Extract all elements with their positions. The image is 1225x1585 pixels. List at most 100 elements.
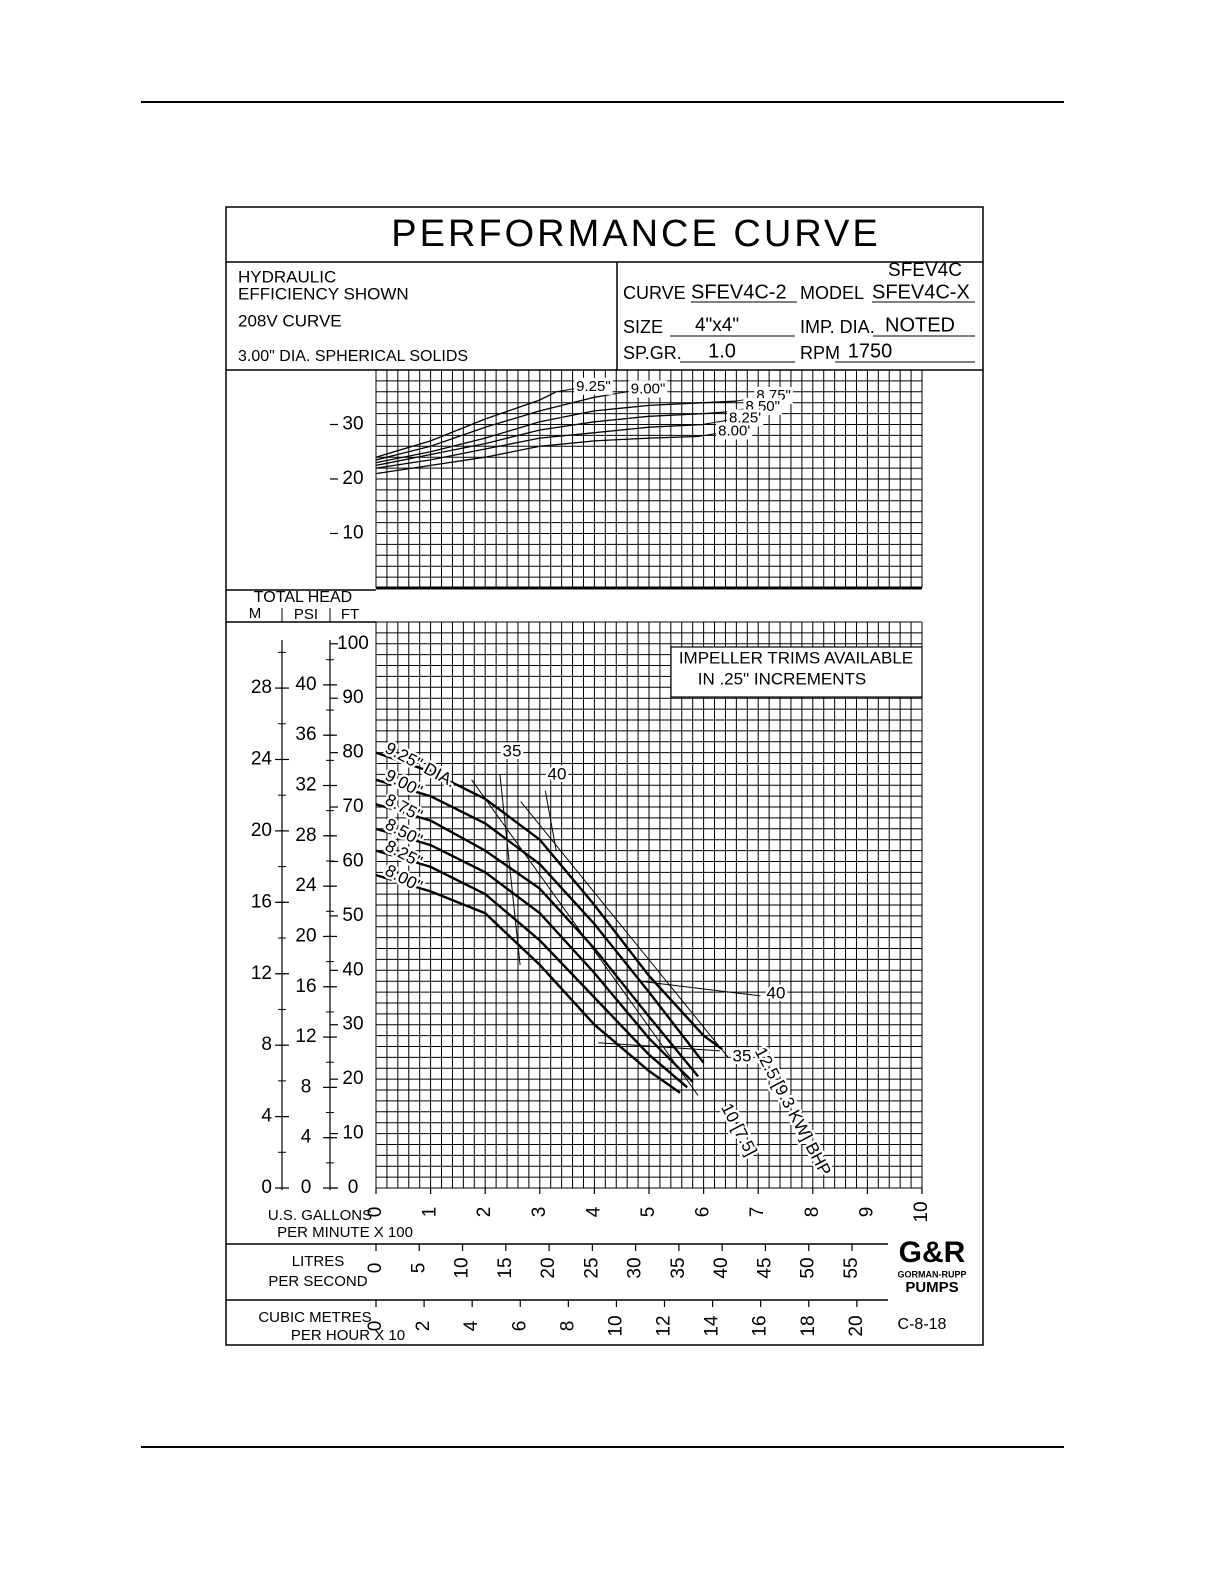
iso-line: [499, 774, 521, 965]
y-tick-label: 30: [342, 1014, 363, 1035]
leader: [708, 419, 728, 424]
y-tick-label: 90: [342, 687, 363, 708]
field-value: SFEV4C-X: [872, 281, 970, 303]
lps-axis-title: PER SECOND: [268, 1273, 367, 1290]
m3h-axis-title: CUBIC METRES: [258, 1309, 371, 1326]
m3h-axis-title: PER HOUR X 10: [291, 1327, 405, 1344]
leader: [698, 432, 717, 437]
x2-tick-label: 18: [798, 1315, 819, 1336]
y-tick-label: 100: [337, 633, 369, 654]
logo-brand: PUMPS: [905, 1279, 958, 1296]
x-tick-label: 5: [638, 1207, 659, 1218]
note: EFFICIENCY SHOWN: [238, 284, 409, 303]
y-axis-title: TOTAL HEAD: [254, 589, 352, 606]
x-axis-title: U.S. GALLONS: [268, 1207, 372, 1224]
note-frame: [670, 646, 923, 698]
curve: [375, 803, 700, 1078]
iso-label: 40: [767, 983, 786, 1002]
x2-tick-label: 8: [557, 1321, 578, 1332]
y-tick-label: 20: [342, 1068, 363, 1089]
x2-tick-label: 25: [581, 1257, 602, 1278]
header: PERFORMANCE CURVE HYDRAULIC EFFICIENCY S…: [238, 213, 970, 365]
curve: [375, 393, 611, 461]
y-tick-label: 0: [348, 1177, 359, 1198]
field-value: 4"x4": [695, 315, 739, 336]
field-value: NOTED: [885, 314, 955, 336]
x2-tick-label: 20: [538, 1257, 559, 1278]
iso-line: [471, 779, 699, 1096]
leader: [610, 391, 629, 396]
tick-label: 28: [251, 677, 272, 698]
x2-tick-label: 16: [750, 1315, 771, 1336]
x2-tick-label: 6: [509, 1321, 530, 1332]
x-tick-label: 2: [474, 1207, 495, 1218]
annotation: IN .25" INCREMENTS: [698, 669, 867, 688]
curve: [375, 751, 723, 1051]
tick-label: 32: [295, 775, 316, 796]
x2-tick-label: 5: [408, 1263, 429, 1274]
iso-label: 35: [733, 1046, 752, 1065]
y-tick-label: 40: [342, 959, 363, 980]
tick-label: 4: [301, 1127, 312, 1148]
y-tick-label: 70: [342, 796, 363, 817]
tick-label: 12: [251, 963, 272, 984]
ft-axis-title: FT: [341, 606, 359, 623]
label-box: [574, 377, 613, 395]
title: PERFORMANCE CURVE: [391, 213, 880, 255]
x2-tick-label: 14: [702, 1315, 723, 1337]
m-axis-title: M: [249, 605, 262, 622]
x-tick-label: 4: [583, 1206, 604, 1217]
field-label: SP.GR.: [623, 343, 682, 363]
tick-label: 40: [295, 674, 316, 695]
x-tick-label: 1: [420, 1207, 441, 1218]
tick-label: 16: [251, 891, 272, 912]
note: HYDRAULIC: [238, 267, 336, 286]
tick-label: 20: [251, 820, 272, 841]
curves: [375, 388, 761, 1096]
x-tick-label: 8: [802, 1207, 823, 1218]
tick-label: 0: [261, 1177, 272, 1198]
curve: [375, 400, 737, 464]
field-value: SFEV4C-2: [691, 281, 787, 303]
iso-line: [640, 980, 761, 997]
field-value: 1.0: [708, 340, 736, 362]
field-label: IMP. DIA.: [800, 317, 875, 337]
field-label: CURVE: [623, 283, 686, 303]
y-tick-label: 10: [342, 1123, 363, 1144]
outer-box: [225, 206, 984, 1346]
x2-tick-label: 4: [461, 1320, 482, 1331]
iso-line: [520, 801, 729, 1058]
x2-tick-label: 45: [754, 1257, 775, 1278]
tick-label: 8: [261, 1034, 272, 1055]
logo-company: GORMAN-RUPP: [898, 1269, 967, 1279]
iso-label: 35: [503, 741, 522, 760]
y-tick-label: 50: [342, 905, 363, 926]
x2-tick-label: 15: [495, 1257, 516, 1278]
drawing-code: C-8-18: [898, 1316, 947, 1333]
tick-label: 4: [261, 1106, 272, 1127]
y-tick-label: 10: [342, 523, 363, 544]
tick-label: 12: [295, 1026, 316, 1047]
label-box: [727, 409, 764, 427]
note-box: IMPELLER TRIMS AVAILABLE IN .25" INCREME…: [670, 646, 923, 698]
tick-label: 20: [295, 925, 316, 946]
x2-tick-label: 30: [625, 1257, 646, 1278]
x-tick-label: 6: [693, 1207, 714, 1218]
x2-tick-label: 20: [846, 1315, 867, 1336]
grid: [275, 369, 923, 1307]
tick-label: 24: [295, 875, 317, 896]
tick-label: 16: [295, 976, 316, 997]
x2-tick-label: 10: [605, 1315, 626, 1336]
field-label: RPM: [800, 343, 840, 363]
model-top: SFEV4C: [888, 260, 962, 281]
psi-axis-title: PSI: [294, 606, 318, 623]
curve: [375, 873, 681, 1094]
curve: [375, 391, 557, 458]
x2-tick-label: 12: [654, 1315, 675, 1336]
iso-label: 10 [7.5]: [717, 1100, 760, 1159]
iso-line: [598, 1042, 721, 1052]
x2-tick-label: 40: [711, 1257, 732, 1278]
